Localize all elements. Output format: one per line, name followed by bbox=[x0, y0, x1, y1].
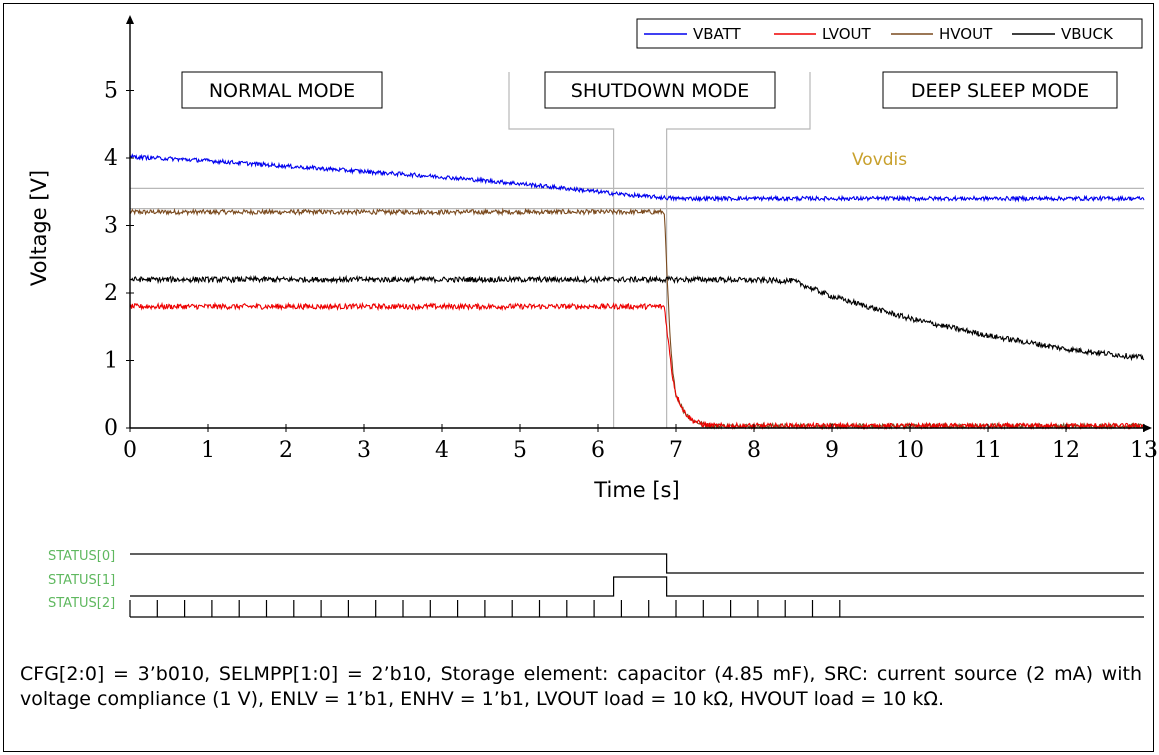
y-tick-label-2: 2 bbox=[104, 281, 118, 306]
x-tick-label-3: 3 bbox=[357, 438, 371, 463]
legend-label-hvout: HVOUT bbox=[939, 25, 993, 43]
x-tick-label-8: 8 bbox=[747, 438, 761, 463]
status1-label: STATUS[1] bbox=[48, 573, 115, 588]
series-line-lvout bbox=[129, 301, 1145, 431]
status2-label: STATUS[2] bbox=[48, 596, 115, 611]
y-axis-arrow-icon bbox=[126, 15, 134, 24]
y-axis-label: Voltage [V] bbox=[27, 170, 51, 286]
shutdown-exit-marker bbox=[666, 72, 811, 428]
y-tick-label-3: 3 bbox=[104, 214, 118, 239]
x-tick-label-4: 4 bbox=[435, 438, 449, 463]
status0-label: STATUS[0] bbox=[48, 549, 115, 564]
mode-normal-label: NORMAL MODE bbox=[209, 80, 355, 102]
y-tick-label-0: 0 bbox=[104, 416, 118, 441]
x-tick-label-9: 9 bbox=[825, 438, 839, 463]
status-timing-diagram: STATUS[0] STATUS[1] STATUS[2] bbox=[48, 549, 1144, 618]
figure-caption: CFG[2:0] = 3’b010, SELMPP[1:0] = 2’b10, … bbox=[20, 663, 1142, 710]
series-line-vbatt bbox=[129, 153, 1145, 203]
x-tick-label-11: 11 bbox=[974, 438, 1002, 463]
y-tick-label-5: 5 bbox=[104, 79, 118, 104]
status0-wave bbox=[130, 553, 1144, 574]
mode-deep-sleep-box: DEEP SLEEP MODE bbox=[882, 71, 1118, 109]
legend: VBATT LVOUT HVOUT VBUCK bbox=[636, 18, 1143, 49]
x-tick-label-12: 12 bbox=[1052, 438, 1080, 463]
x-axis-label: Time [s] bbox=[593, 478, 679, 502]
x-tick-label-13: 13 bbox=[1130, 438, 1158, 463]
series-line-hvout bbox=[129, 207, 1145, 431]
x-tick-label-0: 0 bbox=[123, 438, 137, 463]
mode-shutdown-label: SHUTDOWN MODE bbox=[571, 80, 749, 102]
x-tick-label-6: 6 bbox=[591, 438, 605, 463]
shutdown-entry-marker bbox=[508, 72, 615, 428]
status1-wave bbox=[130, 576, 1144, 597]
mode-deep-sleep-label: DEEP SLEEP MODE bbox=[911, 80, 1089, 102]
legend-label-vbatt: VBATT bbox=[693, 25, 742, 43]
x-axis-arrow-icon bbox=[1143, 424, 1152, 432]
x-tick-label-7: 7 bbox=[669, 438, 683, 463]
x-tick-label-1: 1 bbox=[201, 438, 215, 463]
mode-shutdown-box: SHUTDOWN MODE bbox=[544, 71, 776, 109]
mode-normal-box: NORMAL MODE bbox=[181, 71, 383, 109]
x-tick-label-5: 5 bbox=[513, 438, 527, 463]
vovdis-label: Vovdis bbox=[852, 150, 907, 170]
x-tick-label-2: 2 bbox=[279, 438, 293, 463]
x-tick-label-10: 10 bbox=[896, 438, 924, 463]
figure-frame bbox=[3, 3, 1154, 752]
legend-label-vbuck: VBUCK bbox=[1061, 25, 1114, 43]
y-tick-label-4: 4 bbox=[104, 146, 118, 171]
series-line-vbuck bbox=[129, 274, 1145, 362]
y-tick-label-1: 1 bbox=[104, 349, 118, 374]
legend-label-lvout: LVOUT bbox=[822, 25, 871, 43]
